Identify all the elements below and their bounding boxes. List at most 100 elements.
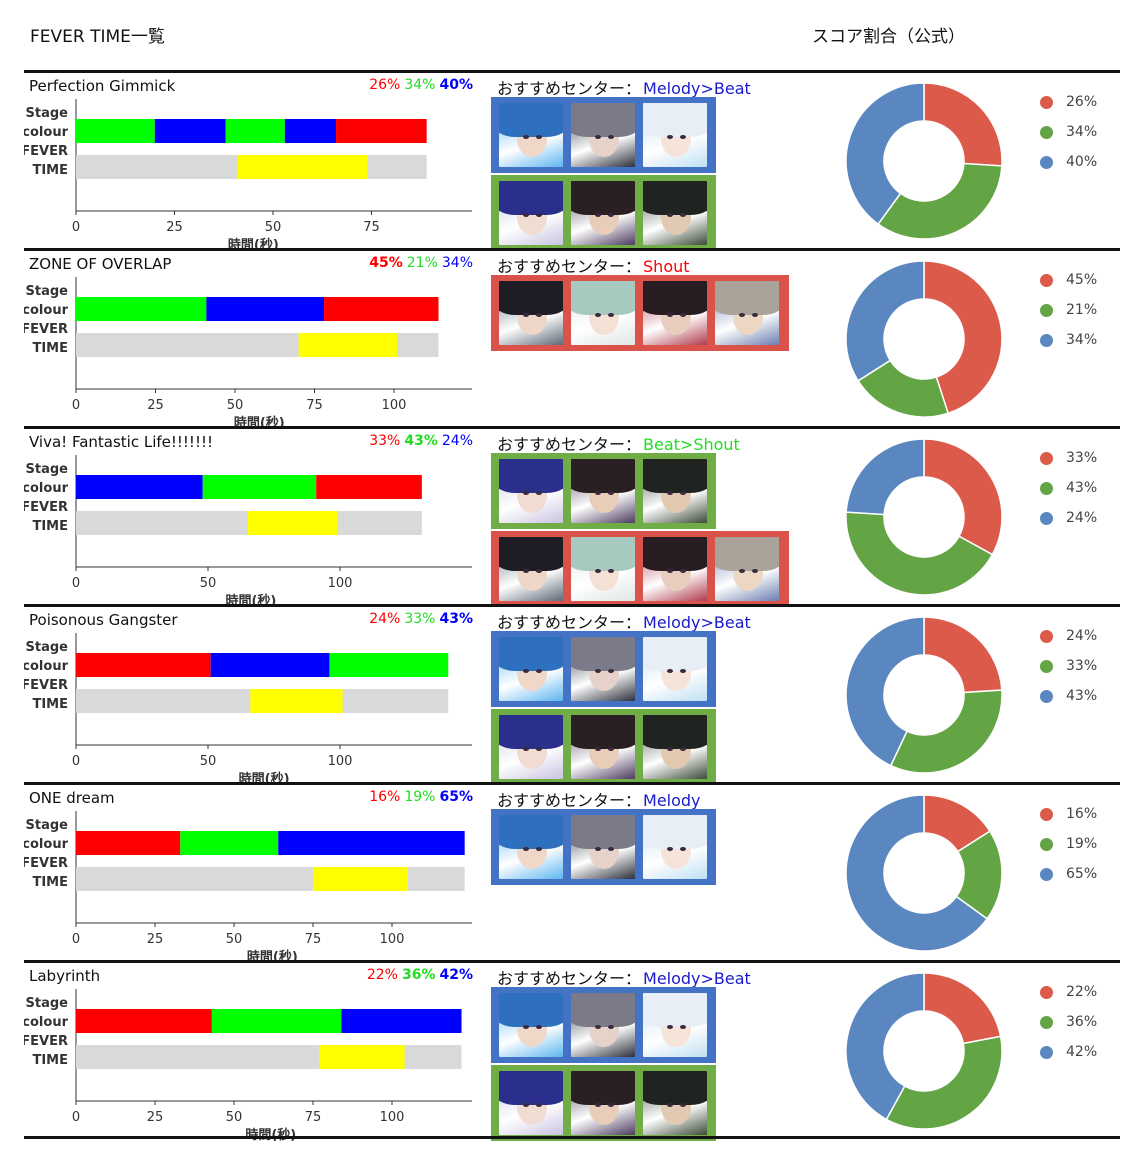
stage-segment-green: [202, 475, 317, 499]
character-portrait[interactable]: [571, 993, 635, 1057]
character-portrait[interactable]: [715, 537, 779, 601]
portrait-eye: [680, 313, 686, 317]
portrait-hair: [571, 181, 635, 215]
row-axis-label: Stage: [26, 284, 69, 299]
legend-item: 24%: [1040, 503, 1097, 533]
row-axis-label: colour: [24, 481, 69, 496]
percent-label: 34%: [441, 255, 473, 271]
character-portrait[interactable]: [499, 103, 563, 167]
legend-dot-icon: [1040, 303, 1053, 317]
character-portrait[interactable]: [643, 1071, 707, 1135]
timeline-chart: Stage colour FEVER TIME 0 25 50 75 100 時間(秒): [24, 989, 472, 1143]
portrait-eye: [667, 213, 673, 217]
portrait-eye: [595, 669, 601, 673]
character-portrait[interactable]: [499, 537, 563, 601]
portrait-eye: [595, 569, 601, 573]
x-tick-label: 50: [200, 754, 217, 769]
character-portrait[interactable]: [499, 181, 563, 245]
legend-label: 19%: [1066, 836, 1098, 852]
legend-item: 42%: [1040, 1037, 1097, 1067]
legend-dot-icon: [1040, 629, 1053, 643]
score-percentages: 26% 34% 40%: [365, 77, 473, 93]
portrait-eye: [680, 1103, 686, 1107]
character-portrait[interactable]: [571, 281, 635, 345]
portrait-hair: [571, 815, 635, 849]
character-portrait[interactable]: [571, 181, 635, 245]
portrait-hair: [499, 715, 563, 749]
legend-item: 43%: [1040, 681, 1097, 711]
character-portrait[interactable]: [499, 815, 563, 879]
character-portrait[interactable]: [643, 181, 707, 245]
stage-segment-blue: [341, 1009, 462, 1033]
character-portrait[interactable]: [499, 993, 563, 1057]
character-portrait[interactable]: [571, 103, 635, 167]
portrait-hair: [499, 459, 563, 493]
character-portrait[interactable]: [499, 459, 563, 523]
character-portrait[interactable]: [571, 459, 635, 523]
legend-label: 65%: [1066, 866, 1098, 882]
song-title: Poisonous Gangster: [29, 611, 178, 629]
legend-dot-icon: [1040, 659, 1053, 673]
percent-label: 22%: [366, 967, 398, 983]
character-portrait[interactable]: [643, 993, 707, 1057]
character-portrait[interactable]: [571, 1071, 635, 1135]
recommended-center-label: おすすめセンター： Melody>Beat: [497, 75, 751, 99]
x-tick-label: 100: [380, 932, 405, 947]
row-axis-label: Stage: [26, 996, 69, 1011]
portrait-eye: [523, 569, 529, 573]
song-row: ONE dream 16% 19% 65% おすすめセンター： Melody Stage co…: [24, 782, 1120, 965]
character-portrait[interactable]: [571, 637, 635, 701]
x-tick-label: 0: [72, 220, 80, 235]
character-portrait[interactable]: [571, 537, 635, 601]
fever-time-bar: [247, 511, 338, 535]
character-portrait[interactable]: [499, 637, 563, 701]
legend-item: 33%: [1040, 443, 1097, 473]
stage-segment-blue: [210, 653, 330, 677]
portrait-eye: [523, 313, 529, 317]
song-title: ZONE OF OVERLAP: [29, 255, 172, 273]
character-portrait[interactable]: [643, 715, 707, 779]
percent-label: 24%: [369, 611, 401, 627]
x-tick-label: 0: [72, 754, 80, 769]
row-axis-label: Stage: [26, 640, 69, 655]
character-portrait[interactable]: [499, 1071, 563, 1135]
character-portrait[interactable]: [643, 815, 707, 879]
center-value: Melody>Beat: [643, 79, 751, 98]
row-axis-label: Stage: [26, 106, 69, 121]
character-portrait[interactable]: [643, 537, 707, 601]
character-portrait[interactable]: [571, 815, 635, 879]
stage-segment-blue: [284, 119, 337, 143]
donut-slice: [923, 82, 1003, 167]
x-tick-label: 50: [200, 576, 217, 591]
portrait-eye: [680, 491, 686, 495]
character-portrait[interactable]: [643, 281, 707, 345]
character-portrait[interactable]: [643, 637, 707, 701]
portrait-eye: [752, 313, 758, 317]
legend-dot-icon: [1040, 511, 1053, 525]
legend-dot-icon: [1040, 125, 1053, 139]
legend-label: 45%: [1066, 272, 1098, 288]
character-portrait[interactable]: [571, 715, 635, 779]
x-tick-label: 50: [265, 220, 282, 235]
character-portrait[interactable]: [499, 715, 563, 779]
donut-slice: [845, 438, 925, 516]
portrait-hair: [643, 715, 707, 749]
x-tick-label: 100: [328, 576, 353, 591]
character-portrait[interactable]: [715, 281, 779, 345]
fever-time-bar: [237, 155, 368, 179]
percent-label: 19%: [404, 789, 436, 805]
portrait-eye: [667, 1025, 673, 1029]
percent-label: 40%: [439, 77, 473, 93]
character-portrait[interactable]: [643, 459, 707, 523]
legend-dot-icon: [1040, 333, 1053, 347]
stage-segment-blue: [278, 831, 465, 855]
x-tick-label: 100: [382, 398, 407, 413]
legend-item: 22%: [1040, 977, 1097, 1007]
legend-dot-icon: [1040, 95, 1053, 109]
character-portrait[interactable]: [499, 281, 563, 345]
portrait-eye: [667, 1103, 673, 1107]
stage-segment-green: [76, 119, 155, 143]
portrait-eye: [523, 213, 529, 217]
portrait-eye: [667, 135, 673, 139]
character-portrait[interactable]: [643, 103, 707, 167]
